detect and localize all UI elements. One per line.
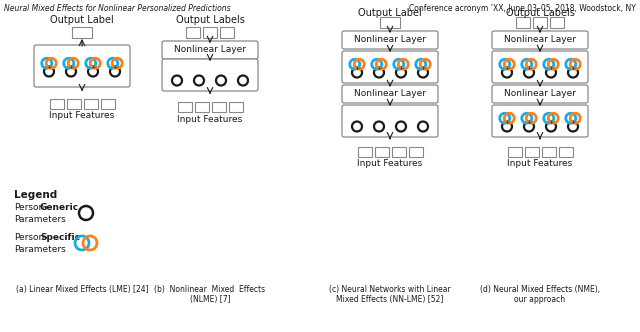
- Text: +: +: [46, 65, 52, 70]
- Text: +: +: [68, 65, 74, 70]
- Text: Neural Mixed Effects for Nonlinear Personalized Predictions: Neural Mixed Effects for Nonlinear Perso…: [4, 4, 230, 13]
- Text: Person-: Person-: [14, 233, 47, 242]
- Text: +: +: [504, 120, 509, 125]
- Bar: [559, 147, 573, 157]
- Bar: [516, 17, 530, 28]
- Text: +: +: [355, 66, 360, 71]
- Text: +: +: [570, 120, 575, 125]
- Text: Conference acronym ’XX, June 03–05, 2018, Woodstock, NY: Conference acronym ’XX, June 03–05, 2018…: [409, 4, 636, 13]
- Text: (d) Neural Mixed Effects (NME),
our approach: (d) Neural Mixed Effects (NME), our appr…: [480, 285, 600, 304]
- Text: (b)  Nonlinear  Mixed  Effects
(NLME) [7]: (b) Nonlinear Mixed Effects (NLME) [7]: [154, 285, 266, 304]
- Bar: [83, 99, 97, 109]
- Text: +: +: [548, 66, 554, 71]
- Bar: [49, 99, 63, 109]
- FancyBboxPatch shape: [342, 51, 438, 83]
- Bar: [100, 99, 115, 109]
- Text: Output Labels: Output Labels: [506, 8, 575, 18]
- Bar: [358, 147, 371, 157]
- Text: Parameters: Parameters: [14, 244, 66, 254]
- Text: Person-: Person-: [14, 204, 47, 212]
- FancyBboxPatch shape: [34, 45, 130, 87]
- Text: +: +: [570, 66, 575, 71]
- Bar: [374, 147, 388, 157]
- Text: Input Features: Input Features: [49, 112, 115, 121]
- Bar: [380, 17, 400, 28]
- Text: Output Label: Output Label: [358, 8, 422, 18]
- Text: Input Features: Input Features: [177, 115, 243, 124]
- Bar: [533, 17, 547, 28]
- Bar: [203, 27, 217, 38]
- FancyBboxPatch shape: [492, 31, 588, 49]
- Text: +: +: [548, 120, 554, 125]
- FancyBboxPatch shape: [342, 85, 438, 103]
- Text: Nonlinear Layer: Nonlinear Layer: [354, 90, 426, 99]
- Text: +: +: [90, 65, 95, 70]
- FancyBboxPatch shape: [342, 31, 438, 49]
- FancyBboxPatch shape: [162, 59, 258, 91]
- Text: Nonlinear Layer: Nonlinear Layer: [174, 45, 246, 54]
- Bar: [392, 147, 406, 157]
- FancyBboxPatch shape: [492, 105, 588, 137]
- Text: Nonlinear Layer: Nonlinear Layer: [504, 36, 576, 44]
- Bar: [186, 27, 200, 38]
- Bar: [525, 147, 538, 157]
- Bar: [195, 102, 209, 112]
- Text: +: +: [526, 66, 532, 71]
- Bar: [550, 17, 564, 28]
- FancyBboxPatch shape: [492, 51, 588, 83]
- Bar: [177, 102, 191, 112]
- FancyBboxPatch shape: [492, 85, 588, 103]
- Text: +: +: [420, 66, 426, 71]
- Text: +: +: [113, 65, 118, 70]
- Text: Parameters: Parameters: [14, 214, 66, 223]
- Bar: [67, 99, 81, 109]
- Bar: [72, 27, 92, 38]
- Bar: [228, 102, 243, 112]
- Bar: [220, 27, 234, 38]
- Text: Output Label: Output Label: [50, 15, 114, 25]
- Text: Specific: Specific: [40, 233, 80, 242]
- Bar: [408, 147, 422, 157]
- Bar: [541, 147, 556, 157]
- Text: Input Features: Input Features: [357, 159, 422, 169]
- Text: Output Labels: Output Labels: [175, 15, 244, 25]
- Text: +: +: [504, 66, 509, 71]
- Text: Generic: Generic: [40, 204, 79, 212]
- Bar: [211, 102, 225, 112]
- Text: +: +: [376, 66, 381, 71]
- Text: Input Features: Input Features: [508, 159, 573, 169]
- Text: (c) Neural Networks with Linear
Mixed Effects (NN-LME) [52]: (c) Neural Networks with Linear Mixed Ef…: [329, 285, 451, 304]
- Text: Nonlinear Layer: Nonlinear Layer: [354, 36, 426, 44]
- FancyBboxPatch shape: [342, 105, 438, 137]
- Text: Nonlinear Layer: Nonlinear Layer: [504, 90, 576, 99]
- FancyBboxPatch shape: [162, 41, 258, 59]
- Text: +: +: [526, 120, 532, 125]
- Text: +: +: [398, 66, 404, 71]
- Text: (a) Linear Mixed Effects (LME) [24]: (a) Linear Mixed Effects (LME) [24]: [16, 285, 148, 294]
- Text: Legend: Legend: [14, 190, 57, 200]
- Bar: [508, 147, 522, 157]
